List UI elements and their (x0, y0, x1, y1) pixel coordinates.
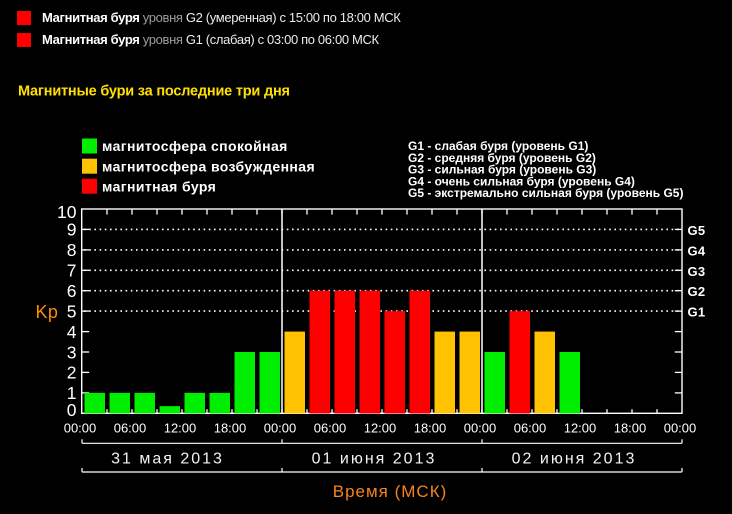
svg-text:6: 6 (67, 281, 77, 301)
svg-text:2: 2 (67, 363, 77, 383)
svg-text:06:00: 06:00 (514, 421, 547, 436)
svg-text:G5: G5 (688, 223, 706, 238)
svg-text:8: 8 (67, 240, 77, 260)
svg-text:G4: G4 (688, 243, 706, 258)
svg-text:01 июня 2013: 01 июня 2013 (312, 451, 437, 468)
svg-text:06:00: 06:00 (114, 421, 147, 436)
svg-text:12:00: 12:00 (364, 421, 397, 436)
svg-text:Время (МСК): Время (МСК) (333, 482, 448, 501)
svg-text:02 июня 2013: 02 июня 2013 (512, 451, 637, 468)
svg-text:00:00: 00:00 (64, 421, 97, 436)
svg-text:Магнитная буря уровня G2 (уме: Магнитная буря уровня G2 (умеренная) с 1… (42, 10, 401, 25)
svg-text:9: 9 (67, 220, 77, 240)
svg-text:G2: G2 (688, 284, 706, 299)
svg-text:G5 - экстремально сильная буря: G5 - экстремально сильная буря (уровень … (408, 186, 683, 200)
svg-text:Магнитная буря уровня G1 (сла: Магнитная буря уровня G1 (слабая) с 03:0… (42, 32, 379, 47)
svg-text:12:00: 12:00 (564, 421, 597, 436)
svg-text:18:00: 18:00 (614, 421, 647, 436)
svg-text:00:00: 00:00 (264, 421, 297, 436)
svg-text:00:00: 00:00 (664, 421, 697, 436)
svg-text:4: 4 (67, 322, 77, 342)
svg-text:31 мая 2013: 31 мая 2013 (111, 451, 224, 468)
svg-text:0: 0 (67, 400, 77, 420)
svg-text:Магнитные бури за последние тр: Магнитные бури за последние три дня (18, 84, 290, 100)
svg-text:18:00: 18:00 (214, 421, 247, 436)
svg-text:12:00: 12:00 (164, 421, 197, 436)
svg-text:G1: G1 (688, 305, 706, 320)
svg-text:G3 - сильная буря (уровень G3): G3 - сильная буря (уровень G3) (408, 163, 596, 177)
svg-text:G3: G3 (688, 264, 706, 279)
svg-text:3: 3 (67, 342, 77, 362)
svg-text:06:00: 06:00 (314, 421, 347, 436)
svg-text:G4 - очень сильная буря (урове: G4 - очень сильная буря (уровень G4) (408, 174, 635, 188)
svg-text:магнитосфера возбужденная: магнитосфера возбужденная (102, 158, 315, 174)
svg-text:магнитная буря: магнитная буря (102, 178, 216, 194)
svg-text:G1 - слабая буря (уровень G1): G1 - слабая буря (уровень G1) (408, 139, 588, 153)
svg-text:00:00: 00:00 (464, 421, 497, 436)
svg-text:Kp: Kp (36, 302, 59, 322)
svg-text:G2 - средняя буря (уровень G2): G2 - средняя буря (уровень G2) (408, 151, 596, 165)
svg-text:5: 5 (67, 301, 77, 321)
svg-text:магнитосфера спокойная: магнитосфера спокойная (102, 138, 288, 154)
svg-text:18:00: 18:00 (414, 421, 447, 436)
svg-text:7: 7 (67, 261, 77, 281)
svg-text:1: 1 (67, 383, 77, 403)
svg-text:10: 10 (57, 202, 77, 222)
